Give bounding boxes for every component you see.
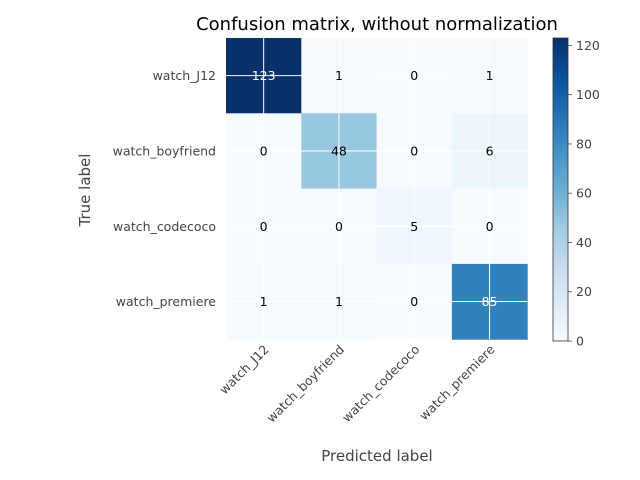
cell-value-label: 0 — [335, 219, 343, 234]
x-tick-label: watch_premiere — [416, 341, 498, 423]
y-tick-label: watch_boyfriend — [113, 143, 216, 158]
x-axis-label: Predicted label — [321, 447, 432, 465]
cell-value-label: 5 — [410, 219, 418, 234]
colorbar-tick-label: 100 — [576, 87, 600, 102]
y-tick-label: watch_J12 — [153, 68, 216, 83]
heatmap-grid — [226, 38, 528, 340]
cell-value-label: 1 — [260, 294, 268, 309]
y-axis-ticks: watch_J12 watch_boyfriend watch_codecocowa… — [113, 68, 217, 309]
cell-value-label: 0 — [260, 143, 268, 158]
cell-values: 123 1 0 1 0 48 0 6 0 0 5 0 1 1 0 85 — [252, 68, 498, 309]
colorbar-tick-label: 60 — [576, 186, 592, 201]
cell-value-label: 0 — [486, 219, 494, 234]
chart-title: Confusion matrix, without normalization — [196, 14, 558, 35]
cell-value-label: 0 — [410, 68, 418, 83]
colorbar-tick-label: 0 — [576, 334, 584, 349]
x-axis-ticks: watch_J12watch_boyfriendwatch_codecocowa… — [216, 341, 498, 425]
cell-value-label: 0 — [260, 219, 268, 234]
cell-value-label: 123 — [252, 68, 276, 83]
colorbar-tick-label: 120 — [576, 38, 600, 53]
cell-value-label: 1 — [335, 294, 343, 309]
x-tick-label: watch_codecoco — [339, 342, 422, 425]
cell-value-label: 0 — [410, 143, 418, 158]
y-axis-label: True label — [76, 154, 94, 228]
cell-value-label: 1 — [335, 68, 343, 83]
cell-value-label: 1 — [486, 68, 494, 83]
cell-value-label: 0 — [410, 294, 418, 309]
y-tick-label: watch_codecoco — [113, 219, 216, 234]
cell-value-label: 85 — [482, 294, 498, 309]
x-tick-label: watch_J12 — [216, 342, 271, 397]
colorbar-ticks: 0 20 40 60 80 100 120 — [568, 38, 600, 349]
y-tick-label: watch_premiere — [116, 294, 217, 309]
colorbar-tick-label: 80 — [576, 136, 592, 151]
cell-value-label: 6 — [486, 143, 494, 158]
colorbar-tick-label: 40 — [576, 235, 592, 250]
colorbar — [552, 37, 569, 342]
colorbar-tick-label: 20 — [576, 284, 592, 299]
x-tick-label: watch_boyfriend — [263, 342, 347, 426]
cell-value-label: 48 — [331, 143, 347, 158]
